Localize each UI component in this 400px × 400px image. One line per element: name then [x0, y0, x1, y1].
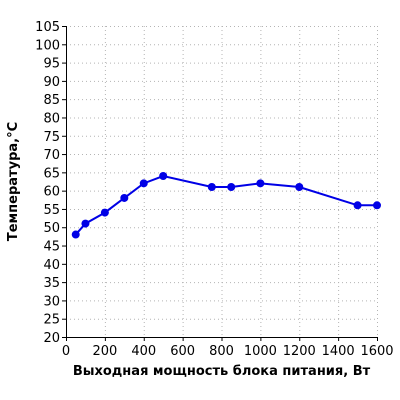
- y-tick-label: 30: [43, 294, 60, 309]
- y-tick-label: 35: [43, 276, 60, 291]
- data-point: [373, 201, 381, 210]
- data-point: [100, 208, 109, 217]
- y-ticks: 20 25 30 35 40 45 50 55 60 65 70 75 80 85 90 95 100 105: [35, 20, 66, 346]
- data-point: [71, 230, 80, 239]
- data-point: [227, 182, 236, 191]
- data-point: [207, 182, 216, 191]
- data-point: [256, 179, 265, 188]
- data-point: [81, 219, 90, 228]
- y-tick-label: 40: [43, 258, 60, 273]
- data-point: [139, 179, 148, 188]
- series: [71, 172, 381, 239]
- x-tick-label: 1000: [244, 344, 277, 359]
- data-point: [295, 182, 304, 191]
- y-tick-label: 65: [43, 166, 60, 181]
- x-tick-label: 0: [62, 344, 70, 359]
- x-tick-label: 200: [92, 344, 117, 359]
- y-tick-label: 85: [43, 93, 60, 108]
- y-tick-label: 75: [43, 130, 60, 145]
- y-tick-label: 20: [43, 331, 60, 346]
- data-point: [353, 201, 362, 210]
- y-tick-label: 50: [43, 221, 60, 236]
- x-tick-label: 1200: [283, 344, 316, 359]
- x-tick-label: 1600: [360, 344, 393, 359]
- y-tick-label: 55: [43, 203, 60, 218]
- y-tick-label: 45: [43, 240, 60, 255]
- data-point: [159, 172, 168, 181]
- x-tick-label: 1400: [322, 344, 355, 359]
- y-axis-title: Температура,°С: [6, 122, 21, 241]
- x-axis-title: Выходная мощность блока питания, Вт: [73, 364, 371, 379]
- grid: [66, 26, 378, 338]
- series-line: [74, 174, 377, 236]
- y-tick-label: 60: [43, 185, 60, 200]
- y-tick-label: 80: [43, 111, 60, 126]
- y-tick-label: 90: [43, 75, 60, 90]
- y-tick-label: 100: [35, 38, 60, 53]
- x-tick-label: 800: [209, 344, 234, 359]
- y-tick-label: 95: [43, 57, 60, 72]
- x-tick-label: 400: [131, 344, 156, 359]
- x-ticks: 0 200 400 600 800 1000 1200 1400 1600: [62, 337, 394, 359]
- y-tick-label: 70: [43, 148, 60, 163]
- x-tick-label: 600: [170, 344, 195, 359]
- y-tick-label: 25: [43, 313, 60, 328]
- data-point: [120, 193, 129, 202]
- y-tick-label: 105: [35, 20, 60, 35]
